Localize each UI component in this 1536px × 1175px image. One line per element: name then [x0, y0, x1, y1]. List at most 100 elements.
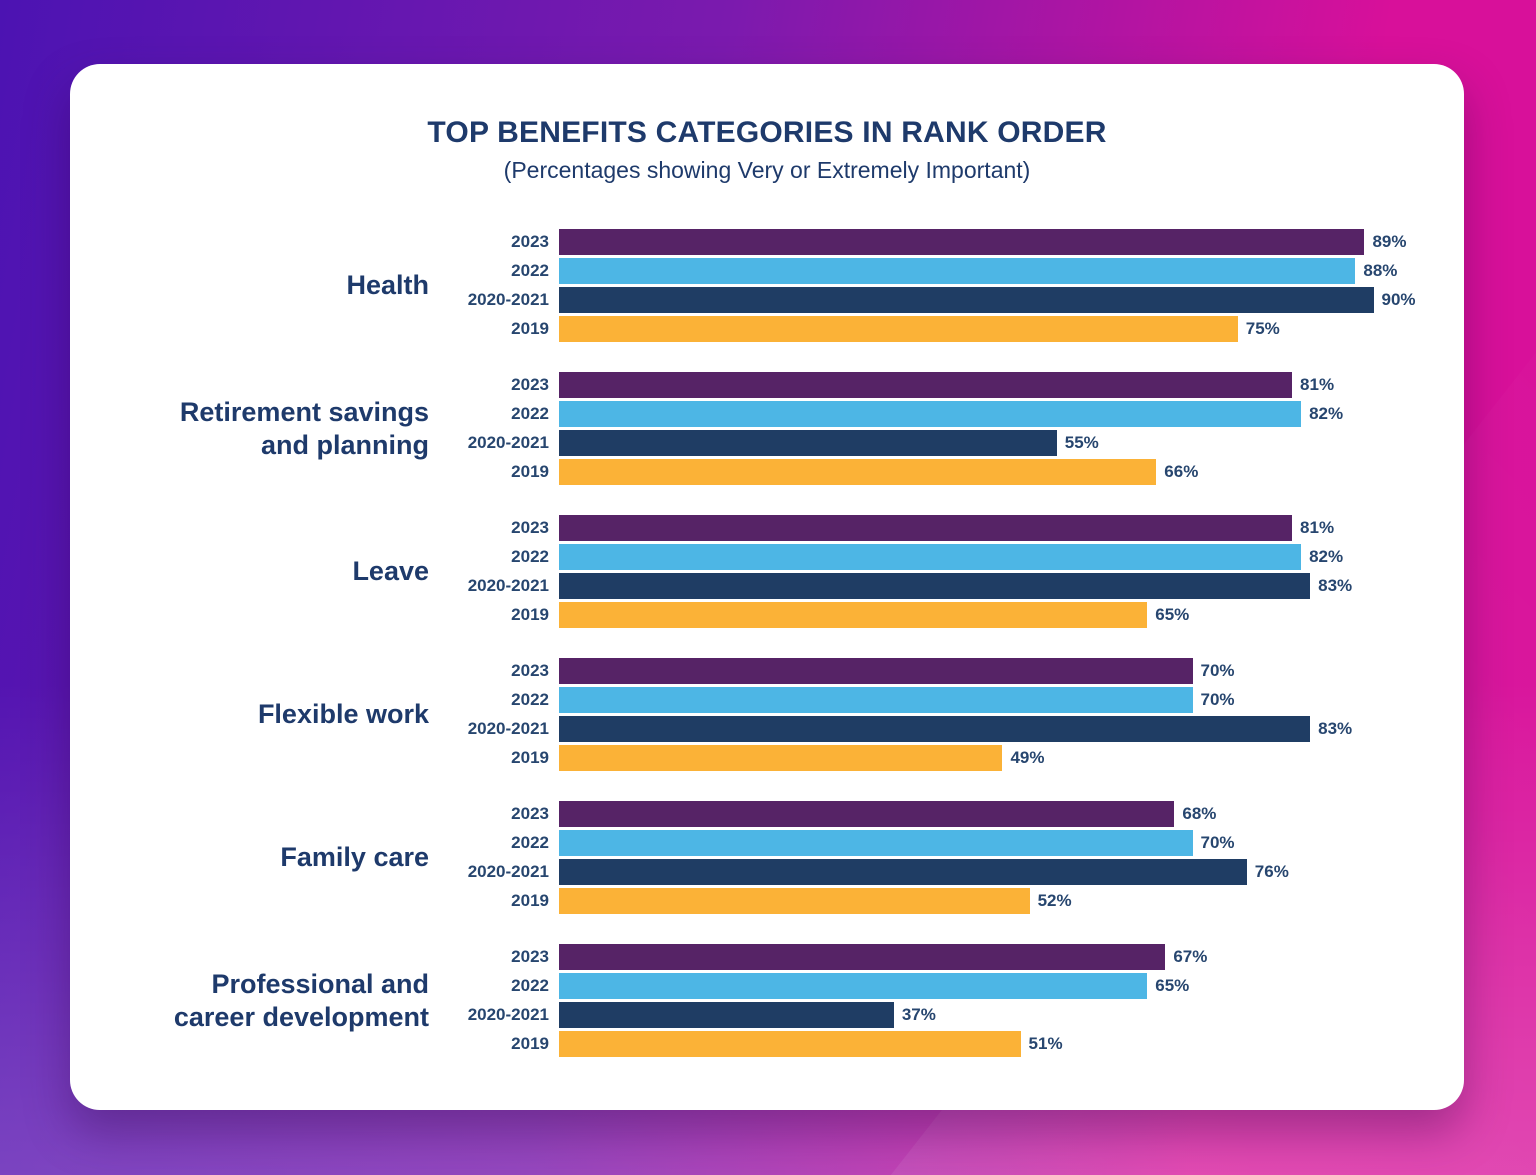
value-label: 83%: [1318, 576, 1353, 595]
value-label: 83%: [1318, 719, 1353, 738]
bar-row: 2020-2021 90%: [429, 287, 1464, 313]
bar: [559, 258, 1356, 284]
bar-track: 49%: [559, 745, 1464, 771]
year-label: 2023: [511, 661, 549, 680]
bar-row: 2022 70%: [429, 830, 1464, 856]
bar: [559, 801, 1175, 827]
bar-track: 83%: [559, 573, 1464, 599]
category-bar-rows: 2023 81% 2022 82% 2020-2021 83% 2019 65%: [429, 515, 1464, 628]
value-label: 49%: [1010, 748, 1045, 767]
year-label: 2020-2021: [467, 862, 549, 881]
value-label: 37%: [901, 1005, 936, 1024]
bar-row: 2022 70%: [429, 687, 1464, 713]
value-label: 82%: [1309, 547, 1344, 566]
bar-row: 2023 81%: [429, 372, 1464, 398]
bar-row: 2023 67%: [429, 944, 1464, 970]
bar-track: 68%: [559, 801, 1464, 827]
bar: [559, 401, 1302, 427]
bar-track: 37%: [559, 1002, 1464, 1028]
year-label: 2023: [511, 375, 549, 394]
category-label: Professional and career development: [173, 968, 429, 1032]
bar: [559, 716, 1311, 742]
bar-track: 51%: [559, 1031, 1464, 1057]
bar-row: 2020-2021 55%: [429, 430, 1464, 456]
bar: [559, 888, 1030, 914]
bar: [559, 316, 1238, 342]
bar: [559, 573, 1311, 599]
bar-track: 90%: [559, 287, 1464, 313]
year-label: 2019: [511, 462, 549, 481]
value-label: 76%: [1254, 862, 1289, 881]
bar-row: 2023 68%: [429, 801, 1464, 827]
year-label: 2020-2021: [467, 433, 549, 452]
bar: [559, 229, 1365, 255]
value-label: 90%: [1381, 290, 1416, 309]
category-label: Retirement savings and planning: [179, 396, 429, 460]
bar-track: 88%: [559, 258, 1464, 284]
year-label: 2020-2021: [467, 576, 549, 595]
value-label: 70%: [1200, 661, 1235, 680]
bar-row: 2019 66%: [429, 459, 1464, 485]
bar-track: 67%: [559, 944, 1464, 970]
category-group: Professional and career development 2023 …: [70, 944, 1464, 1057]
bar-row: 2020-2021 76%: [429, 859, 1464, 885]
chart-header: TOP BENEFITS CATEGORIES IN RANK ORDER (P…: [70, 64, 1464, 185]
year-label: 2020-2021: [467, 290, 549, 309]
bar-track: 82%: [559, 401, 1464, 427]
category-group: Retirement savings and planning 2023 81% …: [70, 372, 1464, 485]
value-label: 68%: [1182, 804, 1217, 823]
year-label: 2020-2021: [467, 1005, 549, 1024]
bar: [559, 658, 1193, 684]
bar-track: 75%: [559, 316, 1464, 342]
year-label: 2022: [511, 690, 549, 709]
bar-track: 81%: [559, 372, 1464, 398]
bar-row: 2022 65%: [429, 973, 1464, 999]
bar: [559, 859, 1247, 885]
year-label: 2022: [511, 547, 549, 566]
bar: [559, 544, 1302, 570]
year-label: 2023: [511, 232, 549, 251]
category-label: Health: [346, 270, 429, 300]
bar: [559, 459, 1157, 485]
bar-track: 65%: [559, 602, 1464, 628]
bar-track: 55%: [559, 430, 1464, 456]
bar: [559, 745, 1003, 771]
bar-track: 70%: [559, 658, 1464, 684]
category-group: Health 2023 89% 2022 88% 2020-2021 90% 2…: [70, 229, 1464, 342]
bar-track: 70%: [559, 830, 1464, 856]
chart-subtitle: (Percentages showing Very or Extremely I…: [503, 157, 1031, 183]
value-label: 55%: [1064, 433, 1099, 452]
bar: [559, 287, 1374, 313]
category-label: Leave: [352, 556, 429, 586]
category-bar-rows: 2023 67% 2022 65% 2020-2021 37% 2019 51%: [429, 944, 1464, 1057]
bar-track: 52%: [559, 888, 1464, 914]
bar-row: 2022 88%: [429, 258, 1464, 284]
bar-track: 83%: [559, 716, 1464, 742]
bar: [559, 372, 1293, 398]
category-group: Flexible work 2023 70% 2022 70% 2020-202…: [70, 658, 1464, 771]
bar: [559, 1031, 1021, 1057]
value-label: 82%: [1309, 404, 1344, 423]
category-label: Family care: [280, 842, 429, 872]
year-label: 2022: [511, 833, 549, 852]
year-label: 2023: [511, 804, 549, 823]
chart-card: TOP BENEFITS CATEGORIES IN RANK ORDER (P…: [70, 64, 1464, 1110]
bar: [559, 602, 1148, 628]
year-label: 2022: [511, 261, 549, 280]
category-bar-rows: 2023 68% 2022 70% 2020-2021 76% 2019 52%: [429, 801, 1464, 914]
bar-track: 89%: [559, 229, 1464, 255]
bar-track: 70%: [559, 687, 1464, 713]
bar-track: 66%: [559, 459, 1464, 485]
bar-row: 2019 51%: [429, 1031, 1464, 1057]
category-group: Family care 2023 68% 2022 70% 2020-2021 …: [70, 801, 1464, 914]
bar-track: 65%: [559, 973, 1464, 999]
value-label: 81%: [1300, 375, 1335, 394]
bar: [559, 687, 1193, 713]
bar: [559, 830, 1193, 856]
bar-row: 2022 82%: [429, 544, 1464, 570]
year-label: 2022: [511, 976, 549, 995]
bar: [559, 515, 1293, 541]
year-label: 2019: [511, 748, 549, 767]
year-label: 2019: [511, 605, 549, 624]
category-label: Flexible work: [257, 699, 429, 729]
